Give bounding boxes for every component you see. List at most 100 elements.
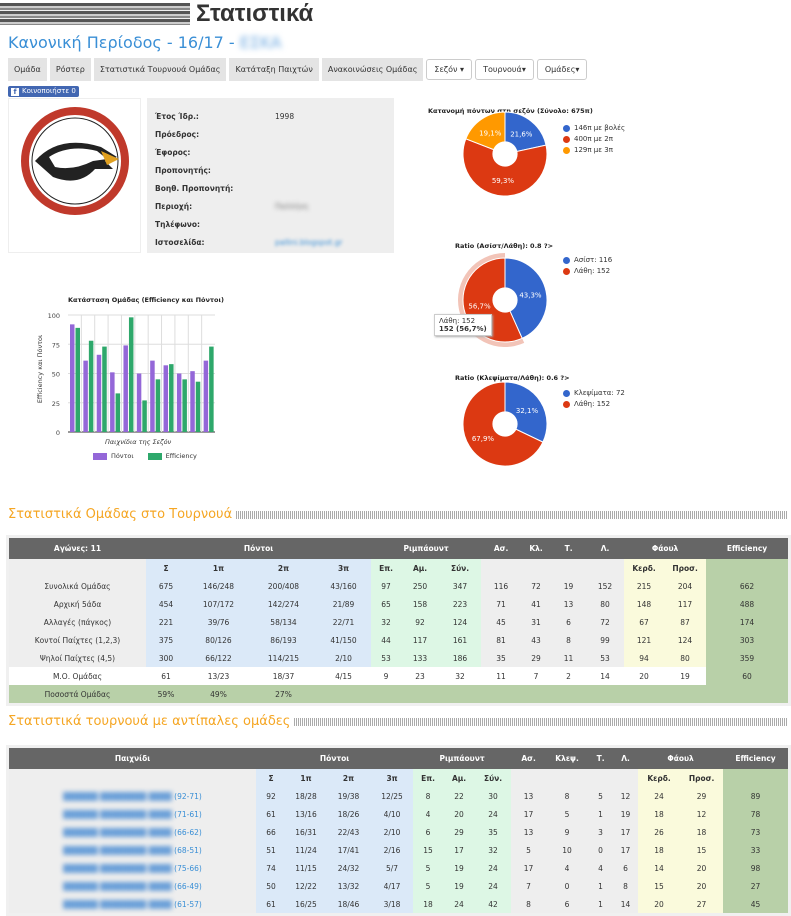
points-bar[interactable] [203,360,209,432]
stat-cell: 9 [371,667,402,685]
efficiency-bar[interactable] [102,346,107,432]
stat-cell: 80 [586,595,625,613]
efficiency-bar[interactable] [195,381,201,432]
stat-cell: 22/71 [316,613,372,631]
subheader-cell [511,769,547,787]
stat-cell: 4 [413,805,444,823]
efficiency-bar[interactable] [155,379,161,432]
tournament-dropdown[interactable]: Τουρνουά▾ [475,59,534,80]
bar-chart-title: Κατάσταση Ομάδας (Efficiency και Πόντοι) [68,296,225,304]
efficiency-bar[interactable] [169,364,174,432]
efficiency-bar[interactable] [209,346,214,432]
efficiency-bar[interactable] [75,327,81,432]
legend-item[interactable]: 129π με 3π [563,146,633,154]
stat-cell: 29 [680,787,724,805]
opponent-name[interactable]: ██████ ████████ ████ [63,863,172,873]
opponent-name[interactable]: ██████ ████████ ████ [63,827,172,837]
tab-roster[interactable]: Ρόστερ [49,58,91,81]
game-score-link[interactable]: (66-62) [174,827,202,837]
points-bar[interactable] [110,372,115,432]
fouls-header: Φάουλ [638,748,724,769]
table-row[interactable]: ██████ ████████ ████ (68-51) 51 11/24 17/41… [9,841,789,859]
pie-slice[interactable] [462,138,548,197]
tab-tournament-stats[interactable]: Στατιστικά Τουρνουά Ομάδας [93,58,227,81]
efficiency-bar[interactable] [115,393,121,432]
facebook-share-button[interactable]: f Κοινοποιήστε 0 [8,86,79,97]
stat-cell: 98 [723,859,789,877]
stat-cell: 32 [439,667,482,685]
efficiency-bar[interactable] [128,317,134,432]
table-row[interactable]: ██████ ████████ ████ (71-61) 61 13/16 18/26… [9,805,789,823]
efficiency-header: Efficiency [706,538,789,559]
efficiency-bar[interactable] [182,379,187,432]
subheader-cell: 3π [371,769,414,787]
opponent-name[interactable]: ██████ ████████ ████ [63,845,172,855]
points-bar[interactable] [176,373,182,433]
team-stats-heading: Στατιστικά Ομάδας στο Τουρνουά [8,507,787,522]
opponent-name[interactable]: ██████ ████████ ████ [63,881,172,891]
tab-player-ranking[interactable]: Κατάταξη Παιχτών [229,58,319,81]
table-row[interactable]: ██████ ████████ ████ (92-71) 92 18/28 19/38… [9,787,789,805]
points-bar[interactable] [123,345,128,432]
points-bar[interactable] [150,360,155,432]
stat-cell: 30 [475,787,512,805]
stat-cell: 80 [664,649,707,667]
points-bar[interactable] [70,324,75,432]
legend-item[interactable]: Λάθη: 152 [563,267,633,275]
points-bar[interactable] [96,354,102,432]
stat-cell: 4/15 [316,667,372,685]
tab-announcements[interactable]: Ανακοινώσεις Ομάδας [321,58,424,81]
tab-team[interactable]: Ομάδα [8,58,47,81]
teams-dropdown[interactable]: Ομάδες▾ [536,59,588,80]
legend-item[interactable]: Ασίστ: 116 [563,256,633,264]
opponent-name[interactable]: ██████ ████████ ████ [63,899,172,909]
slice-label: 56,7% [468,302,491,310]
table-row[interactable]: ██████ ████████ ████ (66-62) 66 16/31 22/43… [9,823,789,841]
y-tick-label: 100 [48,312,60,320]
opponent-name[interactable]: ██████ ████████ ████ [63,809,172,819]
bar-y-axis-label: Efficiency και Πόντοι [36,334,44,404]
legend-label: 129π με 3π [574,146,613,154]
points-bar[interactable] [163,365,169,432]
stat-cell: 12 [613,787,639,805]
game-score-link[interactable]: (71-61) [174,809,202,819]
legend-item[interactable]: Κλεψίματα: 72 [563,389,633,397]
row-label: ██████ ████████ ████ (92-71) [9,787,256,805]
game-score-link[interactable]: (75-66) [174,863,202,873]
stat-cell: 6 [546,895,589,913]
points-bar[interactable] [83,360,88,432]
table-row[interactable]: ██████ ████████ ████ (66-49) 50 12/22 13/32… [9,877,789,895]
legend-item[interactable]: 400π με 2π [563,135,633,143]
stat-cell: 5/7 [371,859,414,877]
pie-slice[interactable] [504,111,547,155]
legend-item[interactable]: Λάθη: 152 [563,400,633,408]
stat-cell: 20 [624,667,665,685]
efficiency-bar[interactable] [142,400,147,432]
efficiency-bar[interactable] [88,340,94,432]
subheader-cell [9,769,256,787]
table-row[interactable]: ██████ ████████ ████ (61-57) 61 16/25 18/46… [9,895,789,913]
table-row[interactable]: ██████ ████████ ████ (75-66) 74 11/15 24/32… [9,859,789,877]
legend-efficiency: Efficiency [147,452,197,460]
pie-slice[interactable] [465,111,506,155]
game-score-link[interactable]: (68-51) [174,845,202,855]
pie-slice[interactable] [504,257,548,339]
legend-item[interactable]: 146π με βολές [563,124,633,132]
stat-cell: 454 [146,595,186,613]
points-bar[interactable] [136,373,142,433]
stat-cell: 13 [511,823,547,841]
website-link[interactable]: pallini.blogspot.gr [275,237,343,247]
game-score-link[interactable]: (66-49) [174,881,202,891]
info-website: Ιστοσελίδα: pallini.blogspot.gr [155,233,386,251]
game-score-link[interactable]: (92-71) [174,791,202,801]
game-score-link[interactable]: (61-57) [174,899,202,909]
stat-cell: 5 [588,787,614,805]
stat-cell: 15 [680,841,724,859]
subheader-cell [521,559,552,577]
points-bar[interactable] [190,371,195,432]
stat-cell: 152 [586,577,625,595]
season-dropdown[interactable]: Σεζόν ▾ [426,59,473,80]
stat-cell: 27% [251,685,316,703]
opponent-name[interactable]: ██████ ████████ ████ [63,791,172,801]
subheader-cell: Σύν. [439,559,482,577]
